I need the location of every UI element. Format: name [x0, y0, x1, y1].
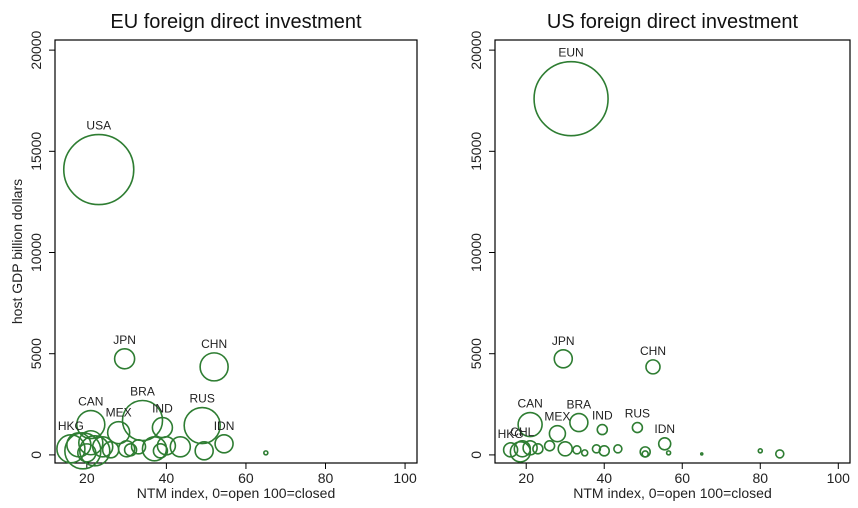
bubble-point	[152, 443, 169, 459]
point-label-rus: RUS	[625, 407, 650, 421]
plot-frame	[54, 39, 418, 464]
point-label-mex: MEX	[544, 410, 570, 424]
y-tick-label: 10000	[28, 233, 44, 272]
bubble-point	[757, 448, 764, 454]
bubble-can	[76, 409, 106, 440]
bubble-point	[532, 443, 544, 455]
bubble-point	[774, 449, 785, 459]
bubble-jpn	[113, 347, 136, 370]
bubble-point	[699, 452, 704, 456]
plot-frame	[494, 39, 851, 464]
point-label-chn: CHN	[201, 337, 227, 351]
bubble-point	[130, 439, 147, 455]
bubble-eun	[533, 60, 609, 137]
bubble-point	[543, 439, 556, 452]
x-tick-label: 100	[827, 470, 851, 486]
bubble-point	[641, 450, 649, 458]
chart-title: US foreign direct investment	[547, 11, 799, 33]
point-label-can: CAN	[517, 397, 542, 411]
bubble-bra	[569, 412, 589, 433]
point-label-usa: USA	[86, 119, 111, 133]
x-tick-label: 80	[318, 470, 334, 486]
bubble-point	[263, 450, 269, 456]
x-tick-label: 100	[393, 470, 417, 486]
y-axis-label: host GDP billion dollars	[9, 179, 25, 324]
x-tick-label: 60	[238, 470, 254, 486]
bubble-point	[77, 443, 97, 463]
bubble-mex	[548, 424, 567, 443]
bubble-usa	[62, 133, 135, 206]
bubble-chn	[199, 352, 229, 382]
point-label-idn: IDN	[214, 419, 235, 433]
y-tick-label: 20000	[28, 30, 44, 69]
bubble-point	[613, 444, 623, 454]
point-label-jpn: JPN	[552, 334, 575, 348]
bubble-rus	[631, 421, 644, 434]
y-tick-label: 10000	[468, 233, 484, 272]
bubble-mex	[106, 420, 131, 445]
x-tick-label: 40	[596, 470, 612, 486]
y-tick-label: 20000	[468, 30, 484, 69]
point-label-chn: CHN	[640, 344, 666, 358]
bubble-point	[580, 449, 589, 457]
bubble-point	[557, 441, 574, 457]
point-label-ind: IND	[592, 409, 613, 423]
x-tick-label: 20	[79, 470, 95, 486]
bubble-idn	[657, 436, 672, 451]
bubble-hkg	[502, 442, 519, 458]
bubble-rus	[183, 406, 221, 445]
point-label-jpn: JPN	[113, 333, 136, 347]
point-label-mex: MEX	[106, 406, 132, 420]
y-tick-label: 5000	[468, 338, 484, 369]
point-label-can: CAN	[78, 395, 103, 409]
y-tick-label: 5000	[28, 338, 44, 369]
bubble-point	[101, 441, 120, 459]
y-tick-label: 15000	[468, 132, 484, 171]
bubble-chn	[645, 359, 661, 375]
bubble-point	[591, 444, 602, 454]
bubble-point	[169, 436, 192, 458]
bubble-point	[123, 443, 138, 457]
bubble-point	[117, 440, 136, 458]
point-label-bra: BRA	[130, 384, 155, 398]
bubble-point	[572, 445, 582, 455]
point-label-hkg: HKG	[58, 419, 84, 433]
point-label-idn: IDN	[654, 422, 675, 436]
bubble-point	[78, 429, 104, 456]
bubble-point	[194, 441, 214, 461]
x-tick-label: 40	[159, 470, 175, 486]
bubble-point	[78, 435, 111, 467]
point-label-eun: EUN	[558, 46, 583, 60]
point-label-bra: BRA	[567, 398, 592, 412]
bubble-jpn	[553, 348, 574, 369]
x-axis-label: NTM index, 0=open 100=closed	[573, 485, 771, 501]
bubble-chl	[513, 440, 532, 458]
y-tick-label: 15000	[28, 132, 44, 171]
point-label-hkg: HKG	[498, 427, 524, 441]
bubble-point	[509, 441, 532, 463]
bubble-idn	[214, 433, 234, 454]
x-tick-label: 60	[674, 470, 690, 486]
x-tick-label: 20	[518, 470, 534, 486]
x-tick-label: 80	[752, 470, 768, 486]
y-tick-label: 0	[28, 451, 44, 459]
x-axis-label: NTM index, 0=open 100=closed	[137, 485, 335, 501]
point-label-rus: RUS	[190, 392, 215, 406]
bubble-point	[522, 440, 538, 456]
y-tick-label: 0	[468, 451, 484, 459]
point-label-ind: IND	[152, 402, 173, 416]
bubble-point	[665, 450, 672, 456]
bubble-ind	[596, 423, 609, 436]
chart-title: EU foreign direct investment	[110, 11, 362, 33]
point-label-chl: CHL	[510, 425, 534, 439]
bubble-can	[517, 411, 543, 438]
